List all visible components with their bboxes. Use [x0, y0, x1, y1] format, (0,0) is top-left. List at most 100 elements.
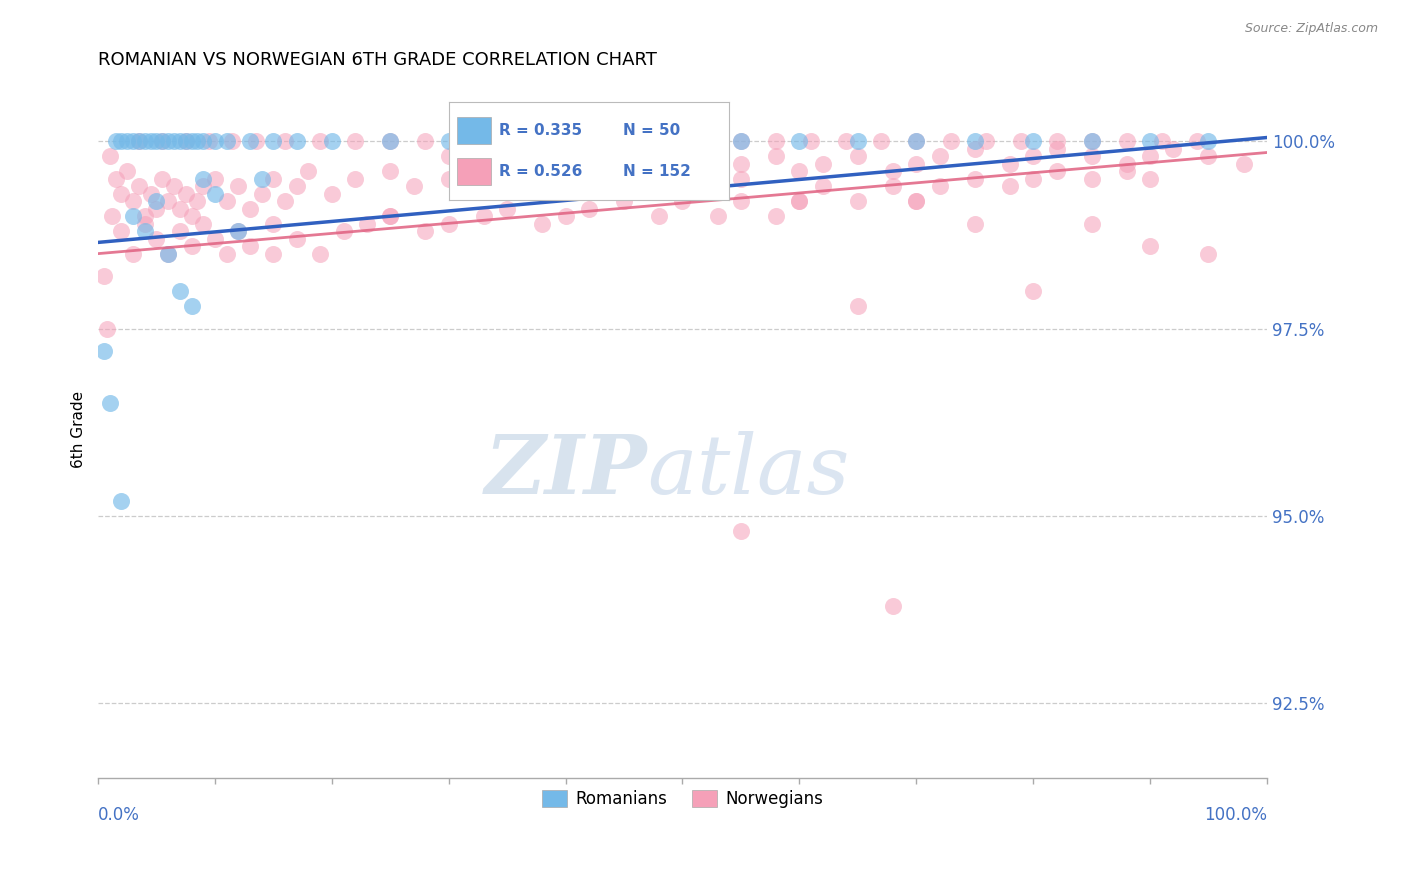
Point — [122, 246, 145, 260]
Point — [134, 209, 156, 223]
Point — [905, 194, 928, 209]
Point — [274, 134, 297, 148]
Point — [285, 232, 308, 246]
Point — [250, 171, 273, 186]
Point — [402, 179, 425, 194]
Point — [180, 239, 202, 253]
Point — [98, 149, 121, 163]
Point — [380, 134, 402, 148]
Point — [139, 134, 162, 148]
Point — [905, 134, 928, 148]
Text: ZIP: ZIP — [485, 432, 647, 511]
Point — [1115, 164, 1137, 178]
Point — [163, 179, 186, 194]
Point — [519, 134, 541, 148]
Point — [1022, 171, 1045, 186]
Point — [145, 194, 167, 209]
Point — [578, 202, 600, 216]
Point — [437, 149, 460, 163]
Point — [496, 134, 519, 148]
Point — [239, 239, 262, 253]
Point — [730, 134, 752, 148]
Point — [905, 134, 928, 148]
Point — [1045, 134, 1067, 148]
Point — [730, 194, 752, 209]
Point — [93, 269, 115, 284]
Point — [437, 217, 460, 231]
Point — [262, 134, 284, 148]
Point — [613, 157, 636, 171]
Point — [695, 164, 717, 178]
Point — [846, 134, 869, 148]
Point — [928, 149, 950, 163]
Point — [1139, 134, 1161, 148]
Point — [157, 246, 180, 260]
Point — [496, 149, 519, 163]
Point — [122, 194, 145, 209]
Point — [963, 134, 986, 148]
Point — [1045, 164, 1067, 178]
Point — [285, 134, 308, 148]
Point — [1080, 171, 1102, 186]
Point — [765, 134, 787, 148]
Point — [204, 232, 226, 246]
Point — [554, 209, 576, 223]
Point — [554, 134, 576, 148]
Point — [215, 134, 238, 148]
Point — [437, 171, 460, 186]
Point — [671, 149, 693, 163]
Point — [157, 246, 180, 260]
Point — [163, 134, 186, 148]
Point — [262, 171, 284, 186]
Point — [104, 171, 127, 186]
Point — [344, 134, 367, 148]
Point — [730, 157, 752, 171]
Point — [221, 134, 243, 148]
Point — [671, 171, 693, 186]
Point — [1197, 246, 1219, 260]
Point — [215, 194, 238, 209]
Point — [928, 179, 950, 194]
Point — [186, 134, 208, 148]
Point — [117, 134, 139, 148]
Point — [800, 134, 823, 148]
Point — [1080, 134, 1102, 148]
Point — [1197, 134, 1219, 148]
Point — [589, 134, 612, 148]
Point — [321, 186, 343, 201]
Text: ROMANIAN VS NORWEGIAN 6TH GRADE CORRELATION CHART: ROMANIAN VS NORWEGIAN 6TH GRADE CORRELAT… — [98, 51, 657, 69]
Point — [1163, 142, 1185, 156]
Point — [157, 194, 180, 209]
Point — [169, 202, 191, 216]
Point — [204, 134, 226, 148]
Point — [180, 134, 202, 148]
Point — [226, 224, 249, 238]
Point — [104, 134, 127, 148]
Point — [285, 179, 308, 194]
Point — [1115, 157, 1137, 171]
Point — [437, 134, 460, 148]
Point — [531, 217, 554, 231]
Point — [239, 202, 262, 216]
Point — [1080, 149, 1102, 163]
Point — [309, 246, 332, 260]
Point — [297, 164, 319, 178]
Point — [484, 134, 506, 148]
Point — [150, 134, 173, 148]
Point — [380, 209, 402, 223]
Point — [963, 217, 986, 231]
Point — [882, 179, 904, 194]
Point — [811, 157, 834, 171]
Text: 100.0%: 100.0% — [1204, 805, 1267, 824]
Point — [1045, 142, 1067, 156]
Point — [531, 171, 554, 186]
Point — [226, 179, 249, 194]
Point — [139, 186, 162, 201]
Point — [695, 134, 717, 148]
Point — [193, 217, 215, 231]
Text: Source: ZipAtlas.com: Source: ZipAtlas.com — [1244, 22, 1378, 36]
Point — [789, 164, 811, 178]
Point — [659, 134, 682, 148]
Point — [180, 209, 202, 223]
Point — [134, 134, 156, 148]
